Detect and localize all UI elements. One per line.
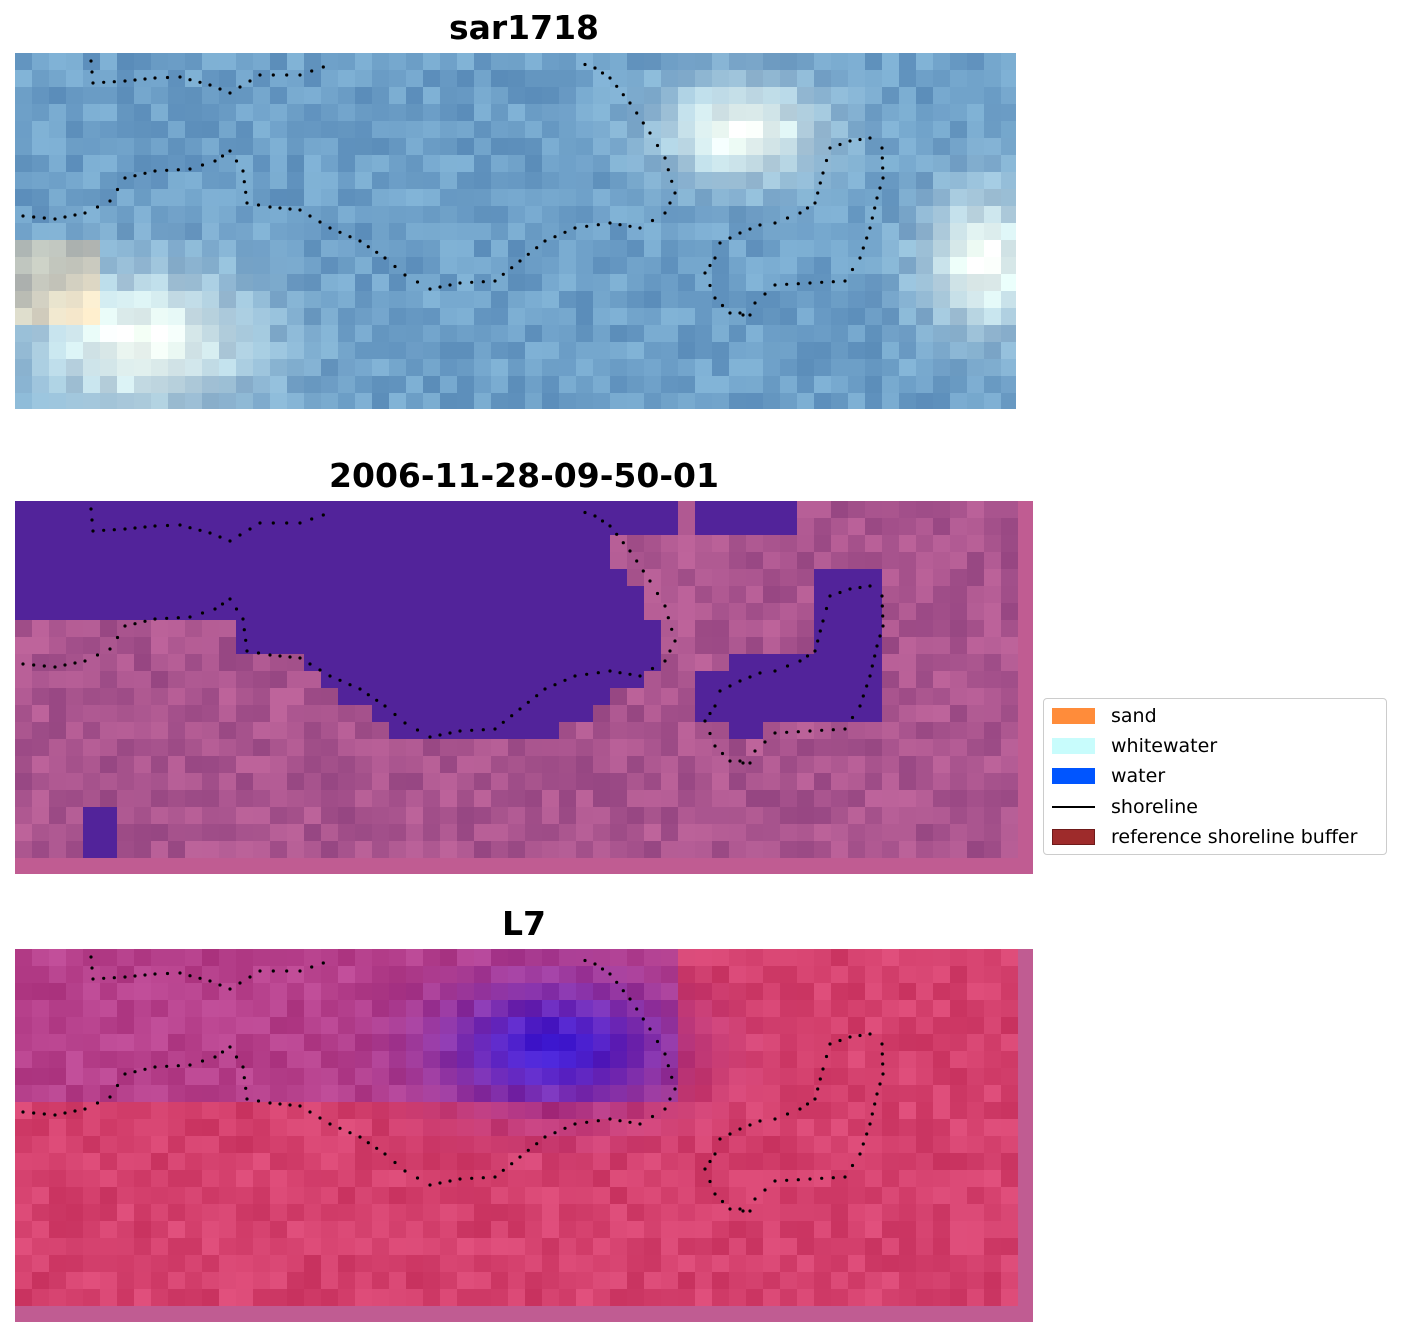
legend-item-shoreline: shoreline (1052, 795, 1198, 819)
index-image (15, 949, 1033, 1322)
sand-swatch (1052, 708, 1095, 724)
legend-item-whitewater: whitewater (1052, 734, 1217, 758)
legend-label: whitewater (1111, 735, 1218, 757)
shoreline-line-swatch (1052, 806, 1095, 808)
legend-item-sand: sand (1052, 704, 1157, 728)
legend-item-reference-buffer: reference shoreline buffer (1052, 825, 1357, 849)
legend-item-water: water (1052, 764, 1165, 788)
panel-title-1: sar1718 (448, 8, 600, 47)
classified-image (15, 501, 1033, 874)
legend-label: sand (1111, 705, 1157, 727)
water-swatch (1052, 768, 1095, 784)
satellite-rgb-image (15, 53, 1016, 409)
panel-title-3: L7 (502, 904, 546, 943)
legend-label: water (1111, 765, 1166, 787)
legend-label: reference shoreline buffer (1111, 826, 1358, 848)
legend-label: shoreline (1111, 796, 1198, 818)
whitewater-swatch (1052, 738, 1095, 754)
reference-buffer-swatch (1052, 829, 1095, 845)
legend: sand whitewater water shoreline referenc… (1043, 698, 1387, 855)
panel-title-2: 2006-11-28-09-50-01 (329, 456, 719, 495)
